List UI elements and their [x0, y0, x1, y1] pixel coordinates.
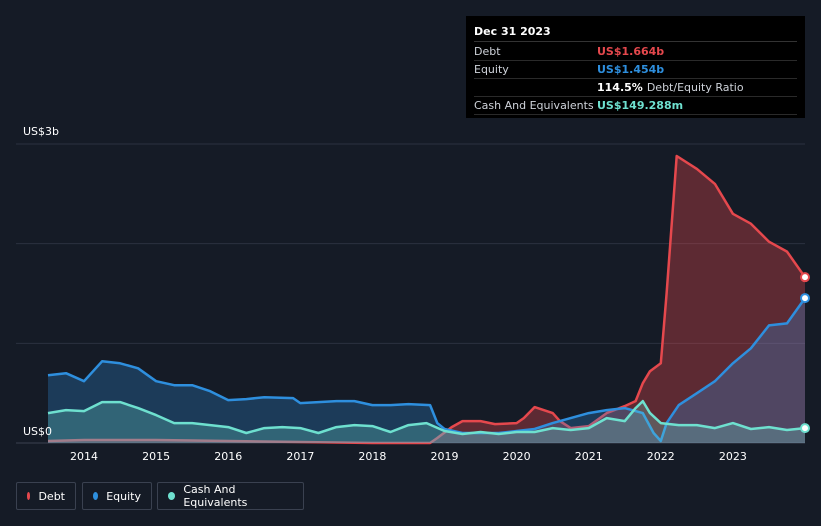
x-tick-label: 2018: [358, 450, 386, 463]
debt-end-marker: [800, 272, 810, 283]
tooltip-row-debt: Debt US$1.664b: [474, 43, 797, 61]
tooltip-date: Dec 31 2023: [474, 24, 797, 42]
tooltip-debt-value: US$1.664b: [597, 45, 665, 58]
tooltip-debt-label: Debt: [474, 45, 501, 58]
x-tick-label: 2019: [431, 450, 459, 463]
tooltip-equity-label: Equity: [474, 63, 509, 76]
tooltip-cash-label: Cash And Equivalents: [474, 99, 594, 112]
tooltip-panel: Dec 31 2023 Debt US$1.664b Equity US$1.4…: [466, 16, 805, 118]
cash-legend-dot-icon: [168, 492, 176, 500]
tooltip-ratio-label: Debt/Equity Ratio: [646, 81, 744, 94]
equity-end-marker: [800, 293, 810, 304]
tooltip-row-cash: Cash And Equivalents US$149.288m: [474, 97, 797, 115]
tooltip-row-ratio: 114.5% Debt/Equity Ratio: [474, 79, 797, 97]
legend-debt-label: Debt: [38, 489, 65, 503]
legend-item-cash[interactable]: Cash And Equivalents: [157, 482, 304, 510]
debt-legend-dot-icon: [27, 492, 31, 500]
tooltip-ratio-value: 114.5%: [597, 81, 643, 94]
tooltip-row-equity: Equity US$1.454b: [474, 61, 797, 79]
legend-cash-label: Cash And Equivalents: [183, 483, 248, 509]
x-tick-label: 2023: [719, 450, 747, 463]
tooltip-cash-value: US$149.288m: [597, 99, 684, 112]
debt-series-line: [47, 154, 807, 445]
equity-legend-dot-icon: [93, 492, 99, 500]
legend-equity-label: Equity: [106, 489, 141, 503]
x-tick-label: 2017: [286, 450, 314, 463]
legend-item-equity[interactable]: Equity: [82, 482, 152, 510]
cash-series-area: [48, 401, 805, 443]
equity-series-area: [48, 298, 805, 443]
equity-series-line: [47, 297, 807, 443]
x-tick-label: 2015: [142, 450, 170, 463]
x-tick-label: 2021: [575, 450, 603, 463]
cash-end-marker: [800, 423, 810, 434]
legend-item-debt[interactable]: Debt: [16, 482, 76, 510]
x-tick-label: 2016: [214, 450, 242, 463]
x-tick-label: 2014: [70, 450, 98, 463]
tooltip-equity-value: US$1.454b: [597, 63, 665, 76]
y-axis-top-label: US$3b: [23, 125, 60, 138]
x-tick-label: 2022: [647, 450, 675, 463]
x-tick-label: 2020: [503, 450, 531, 463]
cash-series-line: [47, 399, 806, 436]
debt-series-area: [48, 156, 805, 443]
y-axis-bottom-label: US$0: [23, 425, 53, 438]
